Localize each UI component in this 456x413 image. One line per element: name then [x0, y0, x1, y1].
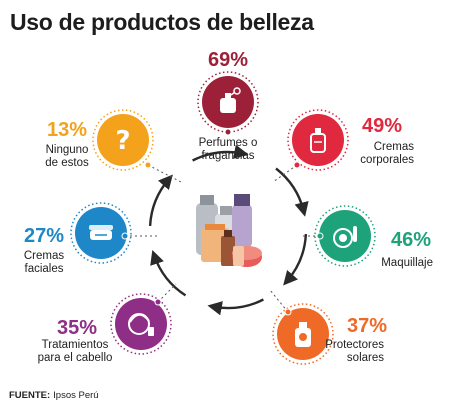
value-label: 27%	[24, 225, 64, 247]
categories: 69%Perfumes ofragancias49%Cremascorporal…	[24, 49, 433, 365]
category-ring	[110, 293, 172, 355]
category-label: fragancias	[201, 150, 254, 162]
makeup-compact-icon	[333, 226, 357, 248]
source-text: Ipsos Perú	[53, 390, 99, 401]
cycle-arrow	[192, 144, 249, 162]
category-ring	[314, 205, 376, 267]
chart-title: Uso de productos de belleza	[10, 9, 314, 35]
category-label: Ninguno	[46, 144, 89, 156]
connector-protectores	[269, 289, 289, 313]
lotion-bottle-icon	[310, 128, 326, 153]
value-label: 49%	[362, 115, 402, 137]
category-label: Maquillaje	[381, 257, 433, 269]
category-ring	[92, 109, 154, 171]
ring-dot	[144, 161, 152, 169]
value-label: 46%	[391, 229, 431, 251]
category-label: faciales	[25, 263, 64, 275]
category-label: Cremas	[24, 250, 65, 262]
hair-treatment-icon	[128, 313, 154, 336]
category-circle	[97, 114, 149, 166]
category-label: Perfumes o	[199, 137, 258, 149]
value-label: 35%	[57, 317, 97, 339]
category-ring	[272, 303, 334, 365]
value-label: 69%	[208, 49, 248, 71]
source-prefix: FUENTE:	[9, 390, 51, 401]
connector-ninguno	[147, 164, 182, 183]
category-circle	[292, 114, 344, 166]
category-label: solares	[347, 352, 384, 364]
cycle-arrow	[150, 249, 187, 297]
ring-dot	[316, 232, 324, 240]
ring-dot	[154, 298, 162, 306]
cycle-arrow	[207, 298, 264, 316]
category-ring	[197, 71, 259, 133]
connector-lines	[125, 164, 320, 313]
cycle-arrow	[275, 167, 309, 217]
value-label: 13%	[47, 119, 87, 141]
category-label: corporales	[360, 154, 414, 166]
connector-cremas_corp	[272, 164, 298, 183]
sunscreen-bottle-icon	[295, 322, 311, 347]
connector-cabello	[157, 283, 177, 303]
source-note: FUENTE: Ipsos Perú	[9, 390, 99, 401]
category-label: Protectores	[325, 339, 384, 351]
cycle-arrow	[148, 174, 173, 226]
category-label: de estos	[45, 157, 89, 169]
category-circle	[115, 298, 167, 350]
ring-dot	[284, 308, 292, 316]
category-ring	[287, 109, 349, 171]
category-ring	[70, 202, 132, 264]
category-label: para el cabello	[38, 352, 113, 364]
category-label: Cremas	[374, 141, 415, 153]
ring-dot	[121, 232, 129, 240]
question-mark-icon: ?	[115, 126, 130, 156]
face-cream-jar-icon	[89, 225, 113, 240]
svg-text:?: ?	[115, 126, 130, 156]
category-label: Tratamientos	[42, 339, 109, 351]
value-label: 37%	[347, 315, 387, 337]
ring-dot	[224, 128, 232, 136]
ring-dot	[293, 161, 301, 169]
cycle-arrow	[283, 234, 308, 286]
cycle-arrows	[148, 144, 309, 316]
category-maquillaje: 46% Maquillaje	[314, 205, 433, 269]
perfume-bottle-icon	[220, 87, 241, 113]
center-products-illustration	[196, 194, 262, 267]
